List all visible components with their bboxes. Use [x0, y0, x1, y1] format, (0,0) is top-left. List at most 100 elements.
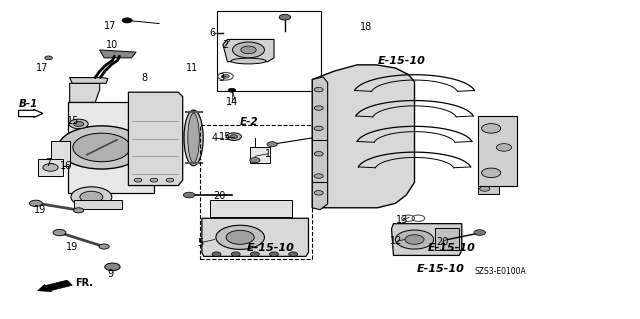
Circle shape — [231, 252, 240, 256]
Circle shape — [267, 142, 277, 147]
Circle shape — [314, 106, 323, 110]
Text: 20: 20 — [213, 191, 225, 201]
Text: 5: 5 — [197, 238, 203, 248]
Circle shape — [314, 126, 323, 130]
Circle shape — [69, 119, 88, 129]
Polygon shape — [51, 141, 70, 167]
Circle shape — [314, 152, 323, 156]
Circle shape — [232, 42, 264, 58]
Circle shape — [279, 14, 291, 20]
Bar — [478, 161, 499, 172]
Bar — [250, 147, 270, 163]
Circle shape — [43, 164, 58, 171]
Text: 2: 2 — [222, 40, 228, 50]
Circle shape — [73, 133, 131, 162]
Circle shape — [474, 230, 485, 235]
Circle shape — [479, 120, 490, 124]
Circle shape — [105, 263, 120, 271]
Circle shape — [166, 178, 173, 182]
Text: FR.: FR. — [75, 278, 93, 288]
Text: 18: 18 — [360, 22, 372, 32]
Circle shape — [479, 164, 490, 169]
Circle shape — [314, 87, 323, 92]
Polygon shape — [68, 102, 154, 193]
Bar — [74, 200, 122, 209]
Circle shape — [74, 208, 84, 213]
Text: 1: 1 — [264, 149, 271, 159]
Text: 17: 17 — [104, 21, 116, 31]
Bar — [210, 200, 292, 217]
Circle shape — [122, 18, 132, 23]
Circle shape — [53, 229, 66, 236]
Text: E-15-10: E-15-10 — [428, 243, 475, 253]
Text: 9: 9 — [108, 270, 113, 279]
Bar — [435, 228, 460, 250]
Circle shape — [496, 144, 511, 151]
Circle shape — [150, 178, 158, 182]
Circle shape — [45, 56, 52, 60]
Circle shape — [134, 178, 142, 182]
Text: 19: 19 — [66, 242, 78, 252]
FancyArrow shape — [38, 280, 72, 292]
Ellipse shape — [188, 113, 199, 162]
Bar — [200, 125, 312, 259]
Polygon shape — [202, 218, 308, 256]
Circle shape — [221, 74, 229, 78]
Circle shape — [74, 122, 84, 126]
Polygon shape — [129, 92, 182, 186]
Text: 8: 8 — [141, 72, 147, 83]
Circle shape — [289, 252, 298, 256]
Text: 19: 19 — [34, 205, 47, 215]
Text: 17: 17 — [36, 63, 49, 73]
Circle shape — [226, 230, 254, 244]
Circle shape — [99, 244, 109, 249]
Bar — [478, 116, 499, 128]
Text: 4: 4 — [212, 133, 218, 143]
Text: B-1: B-1 — [19, 99, 38, 109]
Circle shape — [228, 88, 236, 92]
Circle shape — [226, 133, 241, 140]
Text: E-15-10: E-15-10 — [378, 56, 426, 66]
Polygon shape — [70, 83, 100, 102]
Polygon shape — [312, 65, 415, 208]
Polygon shape — [223, 40, 274, 62]
Text: E-2: E-2 — [239, 117, 258, 127]
Circle shape — [241, 46, 256, 54]
Polygon shape — [70, 78, 108, 83]
Text: 7: 7 — [45, 158, 52, 168]
Circle shape — [405, 235, 424, 244]
Polygon shape — [392, 224, 462, 256]
Circle shape — [314, 174, 323, 178]
Circle shape — [250, 252, 259, 256]
Circle shape — [481, 123, 500, 133]
Polygon shape — [478, 116, 516, 186]
Circle shape — [212, 252, 221, 256]
Ellipse shape — [184, 110, 203, 166]
Circle shape — [479, 186, 490, 191]
Circle shape — [71, 187, 112, 207]
Text: 15: 15 — [220, 132, 232, 142]
Text: 16: 16 — [60, 161, 72, 172]
Polygon shape — [100, 50, 136, 58]
Circle shape — [216, 225, 264, 249]
Bar — [478, 138, 499, 150]
Circle shape — [481, 168, 500, 178]
Text: E-15-10: E-15-10 — [417, 264, 465, 274]
Text: 14: 14 — [226, 97, 238, 107]
Circle shape — [29, 200, 42, 206]
Circle shape — [230, 135, 237, 138]
Text: 3: 3 — [219, 72, 225, 83]
Text: 11: 11 — [186, 63, 198, 73]
Text: 15: 15 — [67, 116, 80, 126]
Text: 12: 12 — [390, 236, 403, 247]
Circle shape — [183, 192, 195, 198]
Circle shape — [479, 142, 490, 147]
Bar — [216, 11, 321, 91]
Circle shape — [250, 158, 260, 163]
Ellipse shape — [231, 58, 266, 64]
Text: 6: 6 — [210, 28, 216, 38]
Circle shape — [80, 191, 103, 203]
Circle shape — [269, 252, 278, 256]
Circle shape — [314, 191, 323, 195]
FancyArrow shape — [19, 109, 43, 117]
